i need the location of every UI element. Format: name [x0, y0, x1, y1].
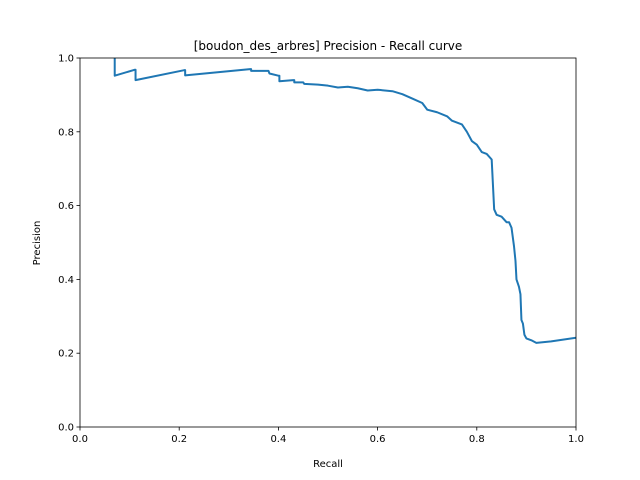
x-tick-label: 0.4	[270, 434, 286, 445]
y-tick-label: 0.4	[58, 275, 74, 286]
series-line-0	[113, 58, 576, 344]
y-tick-label: 0.2	[58, 349, 74, 360]
chart-title: [boudon_des_arbres] Precision - Recall c…	[194, 39, 463, 53]
axes: 0.0 0.2 0.4 0.6 0.8 1.0 0.0 0.2 0.4 0.6 0.8 1.0	[58, 54, 584, 446]
y-tick-label: 0.8	[58, 127, 74, 138]
y-tick-label: 1.0	[58, 54, 74, 65]
y-tick-label: 0.0	[58, 423, 74, 434]
x-tick-label: 0.0	[72, 434, 88, 445]
plot-area	[113, 58, 576, 344]
x-tick-label: 0.6	[370, 434, 386, 445]
x-tick-label: 0.8	[469, 434, 485, 445]
x-axis-label: Recall	[313, 459, 343, 470]
axes-frame	[79, 57, 577, 428]
y-tick-label: 0.6	[58, 201, 74, 212]
x-tick-label: 1.0	[568, 434, 584, 445]
y-axis-label: Precision	[32, 221, 43, 266]
x-tick-label: 0.2	[171, 434, 187, 445]
